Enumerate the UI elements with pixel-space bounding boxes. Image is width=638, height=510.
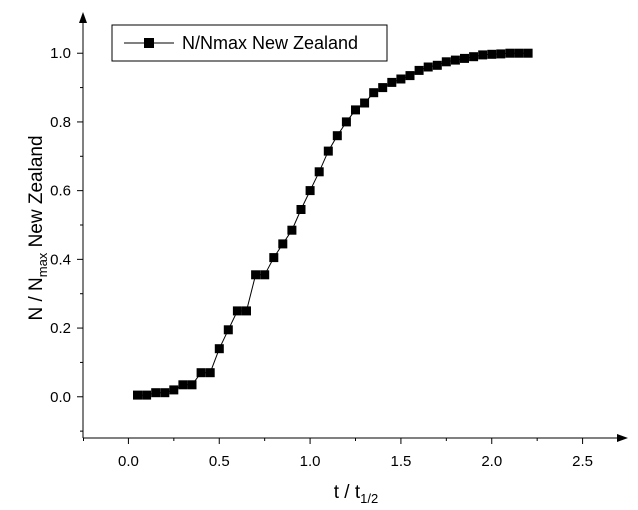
- y-axis-title: N / Nmax New Zealand: [26, 135, 50, 320]
- y-axis-arrow: [79, 12, 87, 23]
- data-point: [469, 52, 479, 62]
- data-point: [505, 48, 515, 58]
- data-point: [460, 53, 469, 63]
- y-tick-label: 0.2: [50, 320, 71, 337]
- x-tick-label: 0.5: [209, 453, 230, 470]
- data-point: [414, 65, 424, 75]
- x-axis-title-base: t / t: [334, 482, 361, 503]
- data-point: [523, 48, 533, 58]
- data-point: [296, 205, 306, 214]
- y-tick-label: 0.6: [50, 183, 71, 200]
- y-axis-title-sub: max: [35, 252, 50, 277]
- data-point: [169, 385, 179, 395]
- x-ticks: 0.0 0.5 1.0 1.5 2.0 2.5: [83, 438, 593, 470]
- legend-marker: [144, 38, 154, 48]
- x-axis-arrow: [617, 434, 628, 442]
- data-point: [133, 390, 142, 400]
- data-point: [341, 117, 351, 127]
- x-tick-label: 1.5: [390, 453, 411, 470]
- data-point: [432, 60, 442, 70]
- data-point: [223, 325, 233, 335]
- series-points-group: [133, 48, 533, 400]
- data-point: [323, 146, 333, 156]
- data-point: [369, 88, 379, 98]
- y-axis-title-post: New Zealand: [26, 135, 47, 252]
- data-point: [441, 57, 451, 67]
- data-point: [160, 388, 170, 398]
- x-tick-label: 1.0: [300, 453, 321, 470]
- data-point: [178, 380, 188, 390]
- x-axis-title-sub: 1/2: [360, 491, 378, 506]
- series-line: [137, 52, 529, 396]
- data-point: [360, 98, 370, 108]
- data-point: [151, 388, 161, 398]
- legend-label: N/Nmax New Zealand: [182, 33, 358, 53]
- data-point: [242, 306, 251, 316]
- y-tick-label: 1.0: [50, 45, 71, 62]
- data-point: [423, 62, 433, 72]
- data-point: [305, 186, 315, 196]
- data-point: [351, 105, 360, 115]
- series-line-group: [137, 52, 529, 396]
- y-ticks: 0.0 0.2 0.4 0.6 0.8 1.0: [50, 45, 83, 432]
- data-point: [478, 50, 488, 60]
- data-point: [514, 48, 524, 58]
- data-point: [332, 131, 342, 141]
- data-point: [232, 306, 242, 316]
- y-tick-label: 0.4: [50, 251, 71, 268]
- data-point: [196, 368, 206, 378]
- data-point: [278, 239, 288, 249]
- data-point: [378, 83, 388, 93]
- data-point: [187, 380, 197, 390]
- x-tick-label: 0.0: [118, 453, 139, 470]
- data-point: [396, 74, 406, 84]
- x-axis-title: t / t1/2: [334, 482, 378, 506]
- data-point: [269, 253, 279, 263]
- y-tick-label: 0.0: [50, 389, 71, 406]
- data-point: [405, 71, 415, 81]
- y-axis-title-pre: N / N: [26, 277, 47, 320]
- legend: N/Nmax New Zealand: [111, 24, 388, 62]
- axes: [79, 12, 628, 442]
- data-point: [496, 49, 506, 59]
- data-point: [387, 77, 397, 87]
- data-point: [205, 368, 215, 378]
- data-point: [260, 270, 270, 280]
- data-point: [487, 49, 497, 59]
- y-tick-label: 0.8: [50, 114, 71, 131]
- data-point: [214, 344, 224, 354]
- data-point: [142, 390, 152, 400]
- data-point: [287, 225, 297, 235]
- x-tick-label: 2.0: [481, 453, 502, 470]
- data-point: [450, 55, 460, 65]
- data-point: [251, 270, 261, 280]
- x-tick-label: 2.5: [572, 453, 593, 470]
- data-point: [314, 167, 324, 177]
